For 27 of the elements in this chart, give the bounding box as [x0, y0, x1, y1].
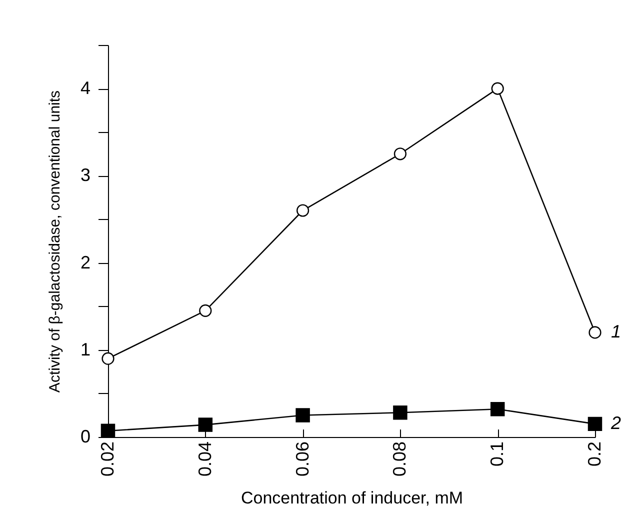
point	[100, 424, 116, 438]
x-tick-label: 0.1	[487, 442, 508, 467]
x-tick-label: 0.02	[98, 442, 118, 477]
y-tick-label: 2	[80, 252, 90, 272]
x-tick-label: 0.08	[390, 442, 410, 477]
y-tick-label: 3	[80, 165, 90, 186]
x-tick-label: 0.2	[584, 442, 604, 467]
point	[588, 326, 602, 339]
point	[393, 405, 408, 420]
y-tick-label: 1	[80, 339, 90, 360]
y-axis-title: Activity of β-galactosidase, conventional units	[46, 90, 64, 393]
point	[102, 352, 114, 365]
point	[394, 148, 406, 160]
y-tick-label: 0	[80, 426, 90, 446]
point	[491, 82, 504, 95]
point	[198, 418, 213, 432]
point	[296, 204, 310, 217]
y-tick-label: 4	[80, 78, 90, 98]
point	[490, 402, 505, 416]
series-label: 2	[610, 412, 622, 433]
x-tick-label: 0.04	[194, 442, 215, 477]
point	[588, 416, 602, 432]
x-axis-title: Concentration of inducer, mM	[240, 488, 464, 508]
point	[296, 408, 310, 422]
x-tick-label: 0.06	[292, 442, 312, 477]
point	[199, 304, 212, 317]
series-label: 1	[611, 321, 622, 342]
